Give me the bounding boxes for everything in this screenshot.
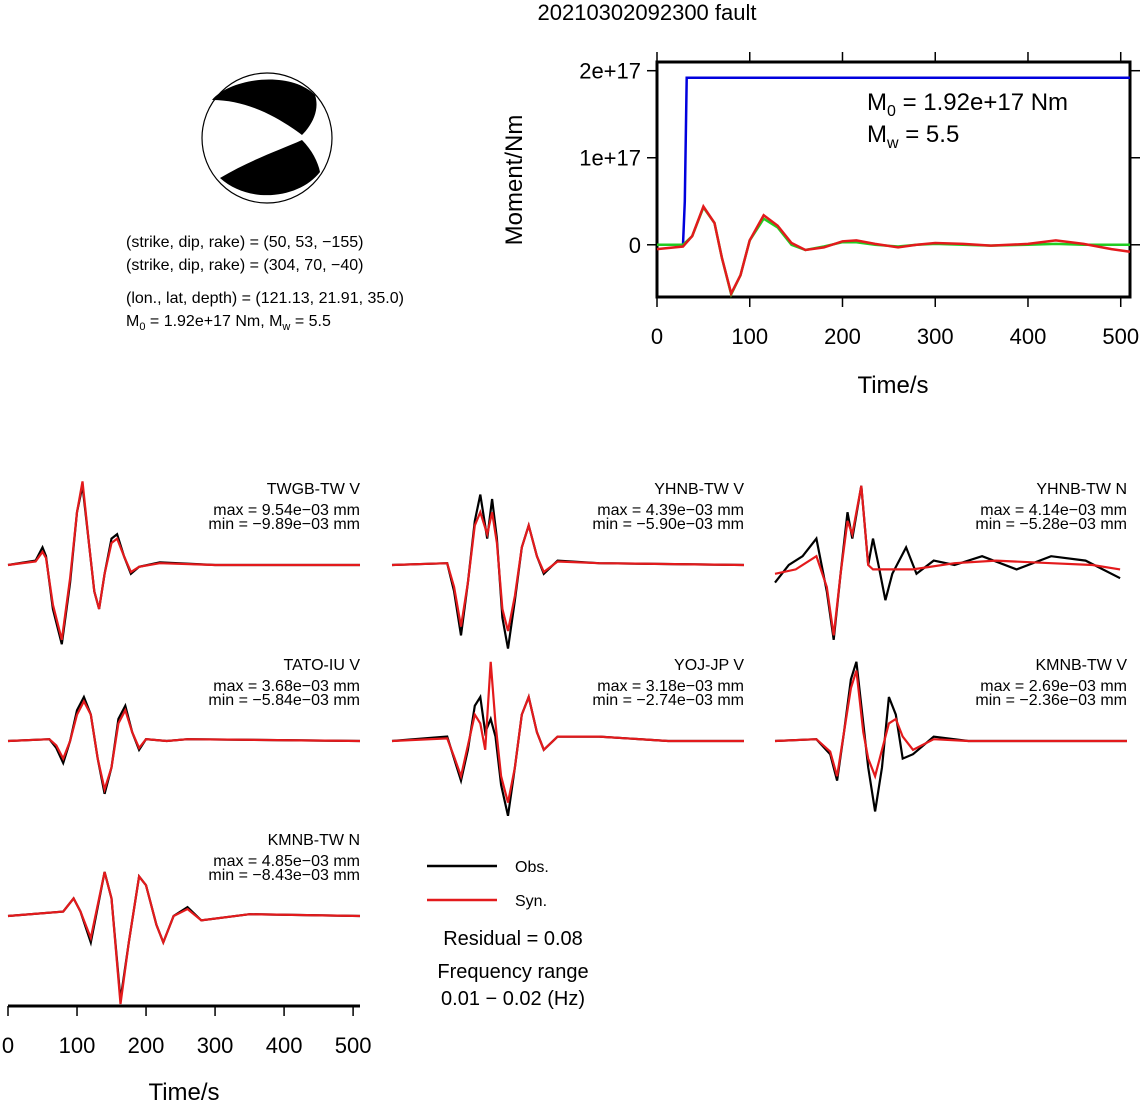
moment-xtick-label: 500 [1102,324,1139,349]
moment-ytick-label: 0 [629,233,641,258]
moment-xtick-label: 100 [731,324,768,349]
waveform-obs-trace [7,871,361,1000]
waveform-xtick-label: 100 [59,1033,96,1058]
moment-plot: 0 1e+17 2e+17 0 100 200 300 400 500 M0 = 1.92e+1… [501,52,1140,399]
waveform-xtick-label: 0 [2,1033,14,1058]
waveform-syn-trace [7,871,361,1005]
waveform-syn-trace [774,670,1127,780]
waveform-obs-trace [774,661,1127,812]
waveform-station-label: YOJ-JP V [674,657,744,674]
moment-m0-label: M0 = 1.92e+17 Nm [867,89,1068,120]
waveform-max-label: max = 4.14e−03 mm [980,502,1127,519]
moment-ytick-label: 2e+17 [579,59,641,84]
waveform-xtick-label: 300 [197,1033,234,1058]
nodal-plane-2: (strike, dip, rake) = (304, 70, −40) [126,257,363,274]
waveform-obs-trace [7,694,361,795]
waveform-station-label: KMNB-TW V [1035,657,1127,674]
waveform-xtick-label: 500 [335,1033,372,1058]
waveform-syn-trace [391,508,745,632]
waveform-max-label: max = 2.69e−03 mm [980,678,1127,695]
beachball-compression-bottom [220,140,320,196]
waveform-max-label: max = 9.54e−03 mm [213,502,360,519]
legend: Obs. Syn. [427,859,549,910]
waveform-min-label: min = −2.36e−03 mm [975,692,1127,709]
moment-xtick-label: 300 [917,324,954,349]
waveform-station-label: TWGB-TW V [267,481,361,498]
waveform-min-label: min = −5.90e−03 mm [592,516,744,533]
frequency-title: Frequency range [437,961,588,983]
moment-ylabel: Moment/Nm [501,115,528,246]
moment-xtick-label: 200 [824,324,861,349]
waveform-syn-trace [7,481,360,641]
moment-magnitude-line: M0 = 1.92e+17 Nm, Mw = 5.5 [126,313,331,333]
waveform-max-label: max = 3.18e−03 mm [597,678,744,695]
waveform-min-label: min = −8.43e−03 mm [208,867,360,884]
waveform-station-label: YHNB-TW V [654,481,744,498]
mechanism-text: (strike, dip, rake) = (50, 53, −155) (st… [126,234,404,333]
waveform-min-label: min = −2.74e−03 mm [592,692,744,709]
waveform-obs-trace [391,693,744,817]
waveform-max-label: max = 4.39e−03 mm [597,502,744,519]
waveform-xlabel: Time/s [148,1079,219,1104]
figure-title: 20210302092300 fault [538,0,757,25]
waveform-station-label: TATO-IU V [284,657,361,674]
waveform-syn-trace [7,699,361,794]
waveform-max-label: max = 4.85e−03 mm [213,853,360,870]
waveform-station-label: YHNB-TW N [1036,481,1127,498]
moment-xtick-label: 400 [1010,324,1047,349]
hypocenter: (lon., lat, depth) = (121.13, 21.91, 35.… [126,290,404,307]
waveform-syn-trace [774,485,1121,636]
frequency-range: 0.01 − 0.02 (Hz) [441,988,585,1010]
moment-plot-frame [655,60,1132,299]
legend-obs-label: Obs. [515,859,549,876]
waveform-min-label: min = −9.89e−03 mm [208,516,360,533]
moment-series-group [656,76,1131,299]
moment-ytick-label: 1e+17 [579,146,641,171]
beachball [201,72,333,204]
waveform-syn-trace [391,661,744,803]
moment-ticks-group: 0 1e+17 2e+17 0 100 200 300 400 500 [579,52,1140,349]
moment-mw-label: Mw = 5.5 [867,121,959,152]
nodal-plane-1: (strike, dip, rake) = (50, 53, −155) [126,234,363,251]
waveform-xtick-label: 400 [266,1033,303,1058]
legend-syn-label: Syn. [515,893,547,910]
waveform-max-label: max = 3.68e−03 mm [213,678,360,695]
residual-text: Residual = 0.08 [443,928,583,950]
beachball-compression-top [212,79,317,135]
moment-xtick-label: 0 [651,324,663,349]
moment-xlabel: Time/s [857,372,928,399]
waveform-xtick-label: 200 [128,1033,165,1058]
waveform-min-label: min = −5.28e−03 mm [975,516,1127,533]
waveform-min-label: min = −5.84e−03 mm [208,692,360,709]
waveform-station-label: KMNB-TW N [268,832,360,849]
waveform-x-axis: Time/s 0 100 200 300 400 500 [2,1004,372,1106]
moment-series-2 [656,203,1131,298]
